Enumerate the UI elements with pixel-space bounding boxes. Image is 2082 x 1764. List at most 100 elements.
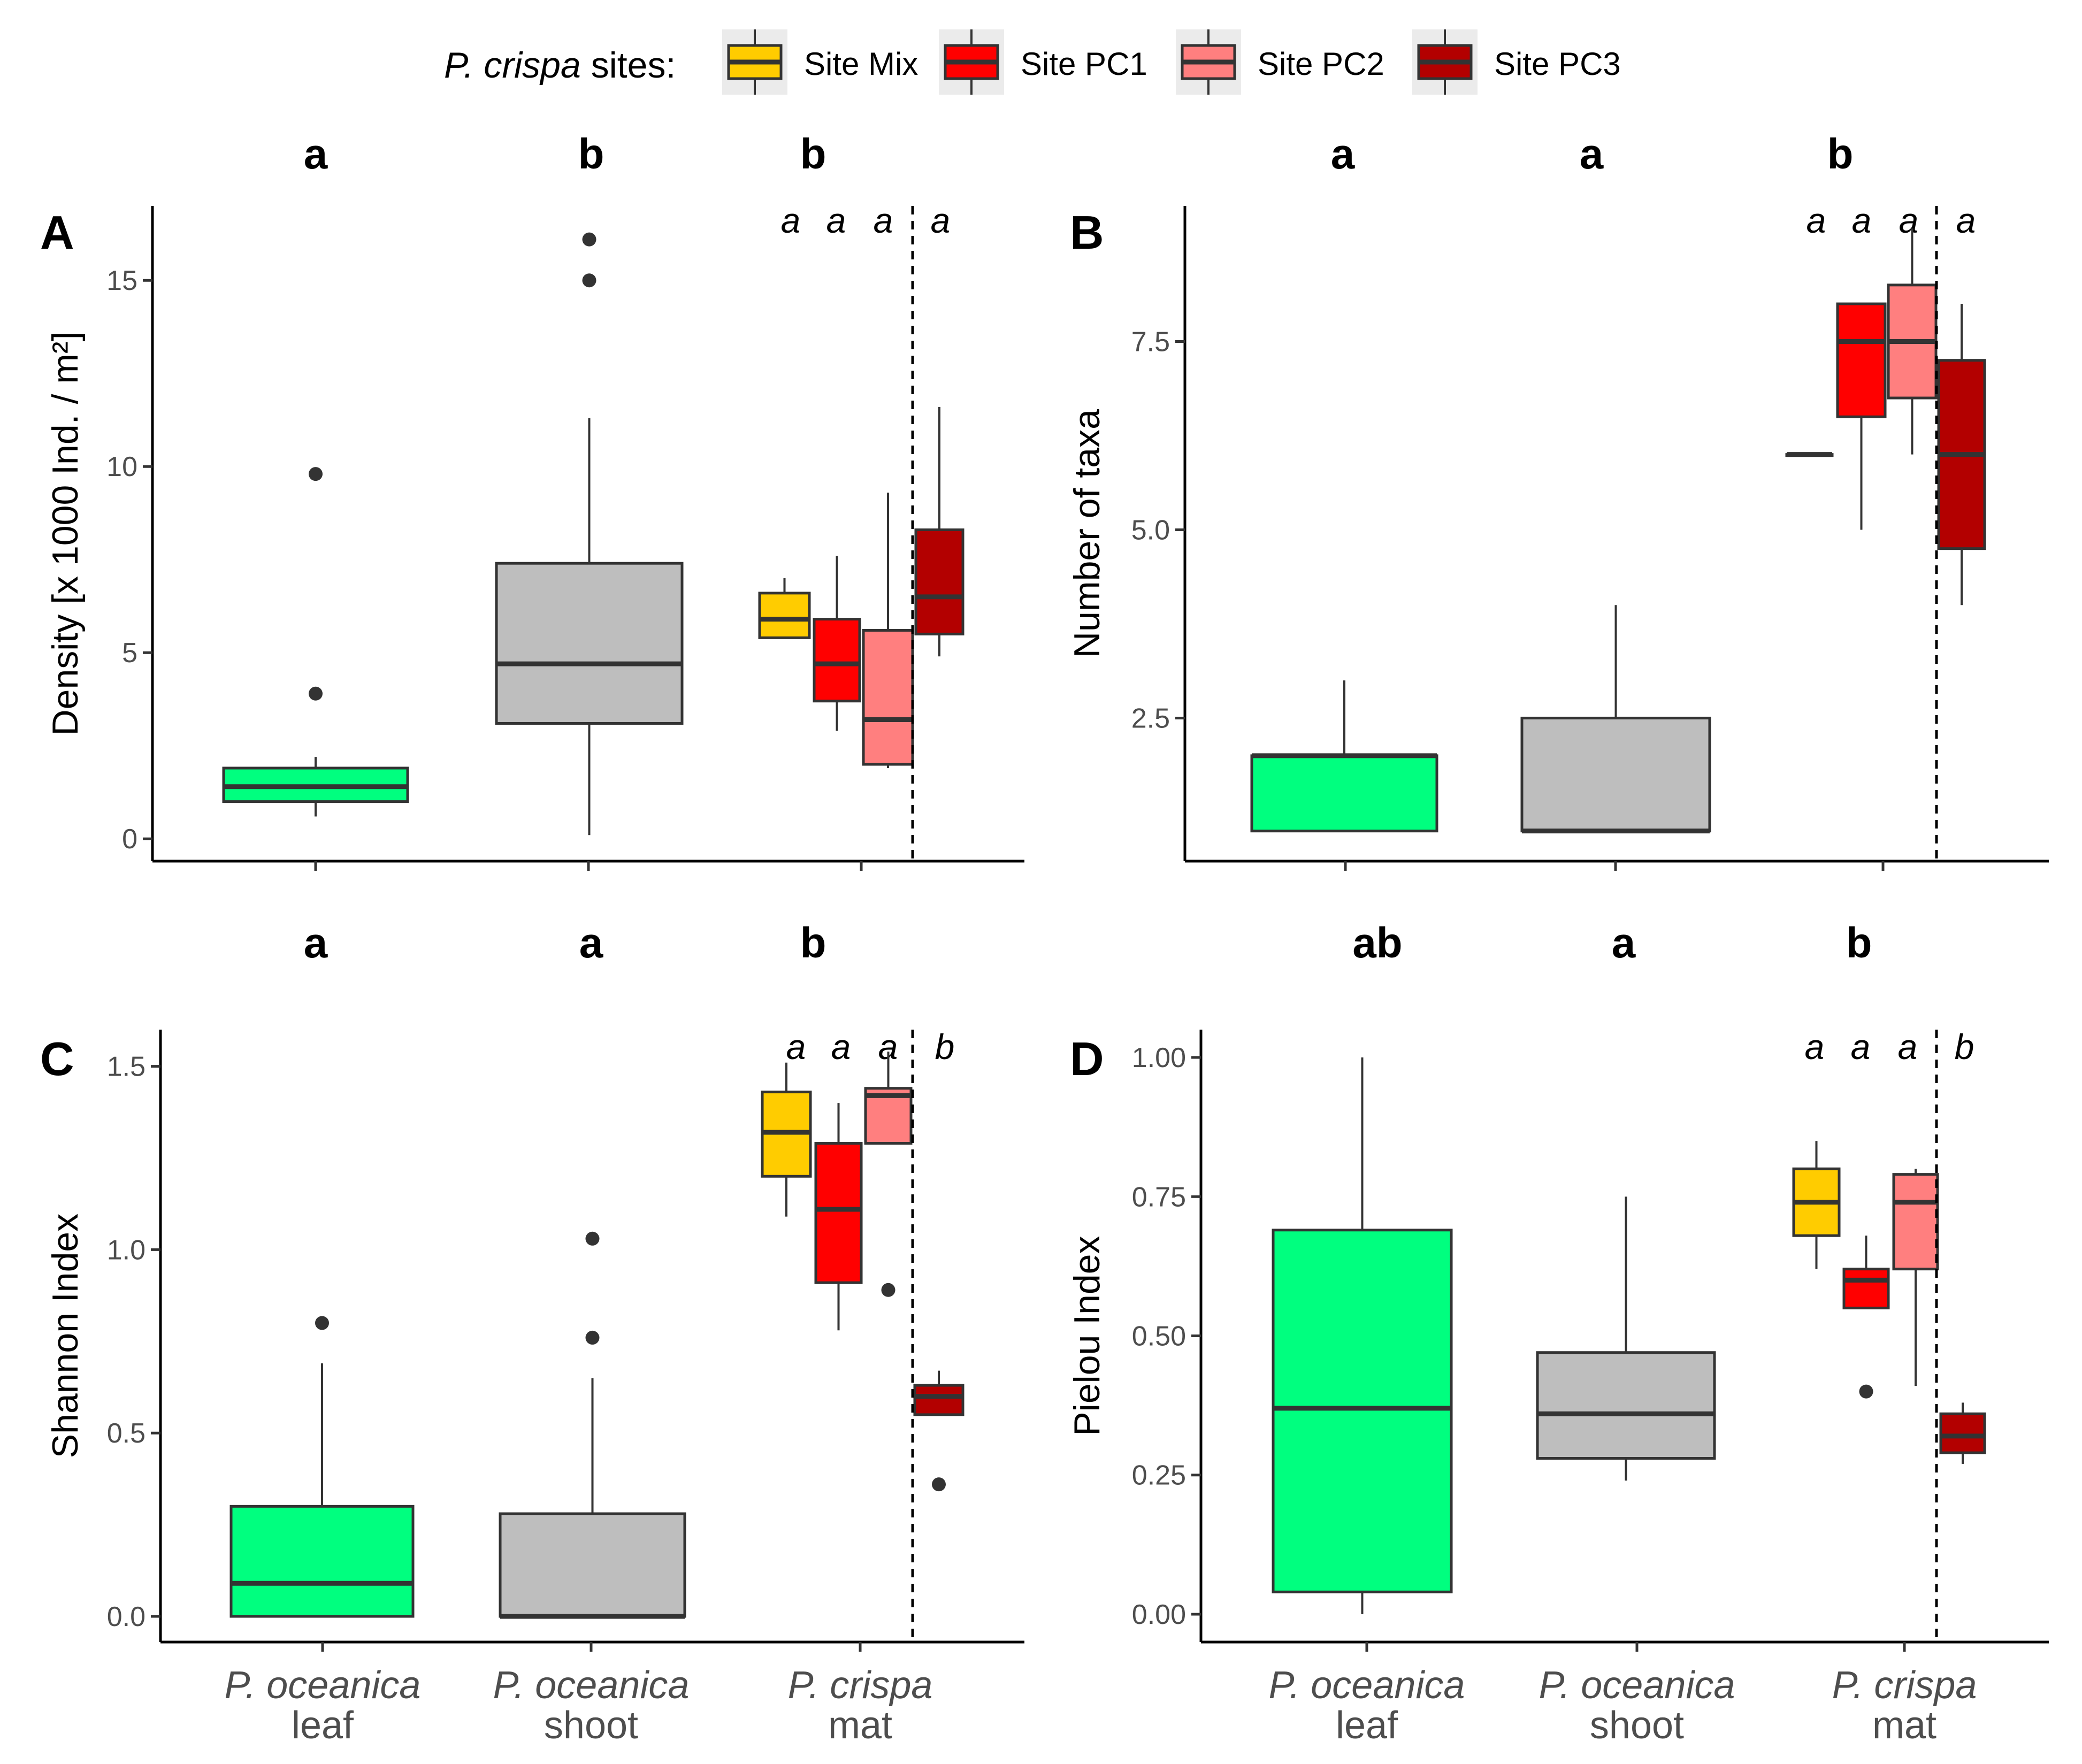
box-body — [862, 628, 914, 766]
group-letter: a — [304, 919, 328, 967]
box-mix — [758, 578, 811, 639]
category-label-line2: leaf — [292, 1704, 354, 1747]
group-letter: b — [800, 919, 826, 967]
y-tick-label: 10 — [106, 451, 137, 482]
site-letter: a — [1898, 1027, 1918, 1067]
box-leaf — [1272, 1057, 1453, 1614]
outlier-point — [309, 686, 323, 701]
site-letter: a — [1852, 201, 1872, 240]
site-letter: a — [826, 201, 846, 240]
group-letter: a — [1612, 919, 1636, 967]
box-body — [1892, 1173, 1939, 1271]
box-leaf — [1250, 680, 1438, 833]
y-tick-label: 1.5 — [107, 1052, 146, 1083]
box-body — [495, 562, 684, 725]
legend-title-italic: P. crispa — [444, 45, 581, 86]
category-label-line2: leaf — [1336, 1704, 1398, 1747]
panel-tag: A — [40, 206, 74, 259]
box-pc1 — [814, 1103, 863, 1331]
box-pc2 — [1887, 228, 1938, 455]
outlier-point — [582, 273, 596, 288]
group-letter: a — [1580, 130, 1604, 178]
box-body — [1939, 1412, 1986, 1454]
box-pc3 — [1937, 304, 1986, 605]
group-letter: b — [1846, 919, 1872, 967]
box-body — [758, 592, 811, 639]
box-body — [1520, 716, 1711, 833]
y-tick-label: 1.0 — [107, 1234, 146, 1266]
outlier-point — [582, 232, 596, 247]
y-axis-label: Pielou Index — [1067, 1236, 1107, 1436]
box-pc2 — [862, 492, 914, 768]
site-letter: a — [1956, 201, 1976, 240]
site-letter: a — [1851, 1027, 1871, 1067]
group-letter: ab — [1352, 919, 1402, 967]
site-letter: a — [931, 201, 951, 240]
box-mix — [1792, 1141, 1841, 1269]
outlier-point — [315, 1316, 329, 1330]
legend-item: Site Mix — [722, 29, 918, 95]
category-label-line2: shoot — [544, 1704, 638, 1747]
y-axis-label: Density [x 1000 Ind. / m²] — [45, 332, 86, 736]
y-tick-label: 2.5 — [1131, 703, 1170, 734]
site-letter: a — [786, 1027, 806, 1067]
legend-item: Site PC2 — [1176, 29, 1384, 95]
y-tick-label: 0.5 — [107, 1418, 146, 1449]
box-shoot — [1520, 605, 1711, 834]
box-body — [1836, 302, 1887, 418]
y-tick-label: 0.50 — [1132, 1321, 1186, 1352]
outlier-point — [932, 1477, 946, 1492]
legend-label: Site PC1 — [1021, 46, 1147, 82]
box-shoot — [499, 1231, 686, 1619]
y-tick-label: 0.75 — [1132, 1182, 1186, 1213]
box-pc3 — [914, 407, 965, 657]
legend-label: Site PC3 — [1494, 46, 1621, 82]
box-pc1 — [813, 556, 861, 731]
y-tick-label: 5 — [122, 638, 137, 669]
site-letter: a — [874, 201, 893, 240]
box-shoot — [1536, 1197, 1716, 1481]
box-leaf — [222, 467, 409, 817]
legend-title: P. crispa sites: — [444, 45, 676, 86]
box-pc3 — [1939, 1402, 1986, 1464]
group-letter: a — [579, 919, 603, 967]
outlier-point — [1859, 1384, 1873, 1399]
y-tick-label: 5.0 — [1131, 515, 1170, 546]
y-tick-label: 7.5 — [1131, 326, 1170, 357]
box-body — [499, 1512, 686, 1618]
legend-item: Site PC3 — [1412, 29, 1621, 95]
site-letter: b — [935, 1027, 955, 1067]
category-label-line2: shoot — [1590, 1704, 1684, 1747]
group-letter: b — [578, 130, 604, 178]
outlier-point — [585, 1231, 600, 1246]
category-label-line2: mat — [1872, 1704, 1936, 1747]
y-tick-label: 0.0 — [107, 1601, 146, 1632]
category-label-line1: P. crispa — [1832, 1664, 1977, 1707]
box-body — [1250, 754, 1438, 833]
y-tick-label: 0.00 — [1132, 1599, 1186, 1630]
category-label-line1: P. oceanica — [1539, 1664, 1735, 1707]
box-body — [1842, 1268, 1890, 1309]
category-label-line1: P. oceanica — [225, 1664, 421, 1707]
legend-label: Site PC2 — [1258, 46, 1384, 82]
y-axis-label: Shannon Index — [45, 1214, 86, 1459]
box-pc1 — [1836, 302, 1887, 530]
site-letter: b — [1955, 1027, 1974, 1067]
site-letter: a — [781, 201, 801, 240]
outlier-point — [881, 1283, 895, 1297]
panel-tag: B — [1070, 206, 1104, 259]
group-letter: a — [1331, 130, 1355, 178]
group-letter: b — [1827, 130, 1854, 178]
box-body — [1272, 1229, 1453, 1593]
y-tick-label: 0.25 — [1132, 1460, 1186, 1491]
category-label-line2: mat — [828, 1704, 892, 1747]
legend-title-text: sites: — [581, 45, 676, 86]
outlier-point — [309, 467, 323, 481]
panel-tag: C — [40, 1032, 74, 1085]
